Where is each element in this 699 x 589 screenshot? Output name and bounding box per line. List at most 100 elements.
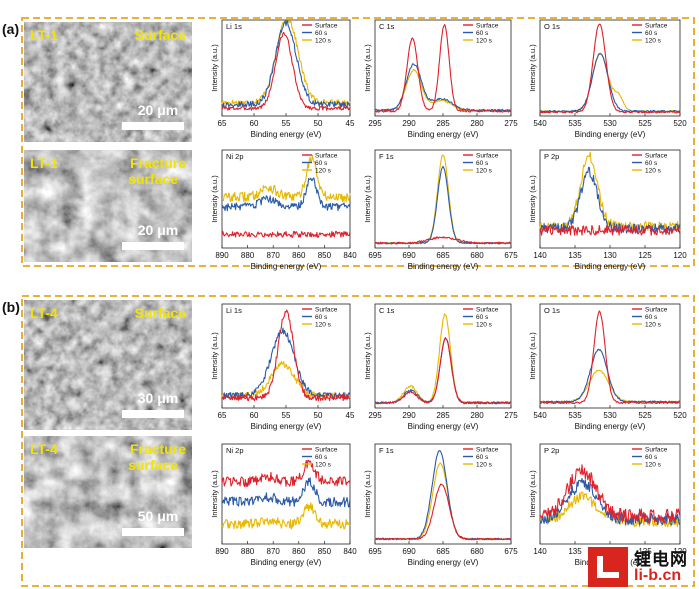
sem-image: LT-1 Fracture surface 20 μm (24, 150, 192, 262)
chart-title: Li 1s (226, 22, 242, 31)
x-tick-label: 850 (318, 547, 332, 556)
panel-frame-b (21, 295, 695, 587)
watermark-cn: 锂电网 (634, 550, 688, 569)
panel-label: (a) (2, 21, 19, 37)
series-line-60s (539, 348, 681, 404)
x-tick-label: 285 (436, 119, 450, 128)
x-tick-label: 680 (470, 547, 484, 556)
legend-label: Surface (315, 307, 338, 314)
plot-frame (221, 303, 351, 409)
x-tick-label: 520 (673, 411, 687, 420)
legend-label: 60 s (315, 160, 328, 167)
legend-label: 60 s (476, 30, 489, 37)
x-tick-label: 540 (533, 411, 547, 420)
legend-label: Surface (645, 307, 668, 314)
plot-frame (374, 149, 512, 249)
x-tick-label: 45 (346, 411, 355, 420)
scale-bar (122, 122, 184, 130)
legend-label: 60 s (476, 314, 489, 321)
chart-a-0-1: C 1s 295 290 285 280 275 Binding energy (eV) In… (363, 19, 518, 139)
plot-frame (539, 443, 681, 545)
legend-label: 60 s (476, 160, 489, 167)
x-tick-label: 695 (368, 547, 382, 556)
legend-label: 120 s (315, 322, 332, 329)
y-axis-label: Intensity (a.u.) (210, 332, 219, 380)
scale-bar (122, 242, 184, 250)
legend-label: 120 s (476, 462, 493, 469)
sem-sample-label: LT-4 (30, 305, 58, 321)
legend-label: 120 s (645, 322, 662, 329)
x-tick-label: 285 (436, 411, 450, 420)
sem-sample-label: LT-1 (30, 155, 58, 171)
series-line-surface (539, 310, 681, 405)
plot-frame (374, 19, 512, 117)
chart-title: F 1s (379, 446, 394, 455)
sem-image: LT-1 Surface 20 μm (24, 22, 192, 142)
chart-a-1-0: Ni 2p 890 880 870 860 850 840 Binding energy (e… (210, 149, 357, 271)
x-tick-label: 50 (314, 119, 323, 128)
x-tick-label: 60 (250, 119, 259, 128)
series-line-120s (221, 360, 351, 400)
x-tick-label: 135 (568, 251, 582, 260)
legend-label: Surface (645, 447, 668, 454)
series-line-surface (539, 464, 681, 524)
x-tick-label: 525 (638, 119, 652, 128)
plot-frame (539, 19, 681, 117)
series-line-60s (539, 53, 681, 113)
legend-label: 60 s (476, 454, 489, 461)
x-tick-label: 870 (267, 251, 281, 260)
y-axis-label: Intensity (a.u.) (363, 332, 372, 380)
x-tick-label: 880 (241, 251, 255, 260)
chart-title: O 1s (544, 22, 560, 31)
series-line-surface (539, 23, 681, 114)
chart-b-0-1: C 1s 295 290 285 280 275 Binding energy (eV) In… (363, 303, 518, 431)
x-tick-label: 880 (241, 547, 255, 556)
sem-type-label: Surface (135, 305, 187, 321)
series-line-surface (221, 459, 351, 488)
chart-title: O 1s (544, 306, 560, 315)
x-tick-label: 290 (402, 411, 416, 420)
x-tick-label: 520 (673, 119, 687, 128)
x-tick-label: 685 (436, 251, 450, 260)
chart-b-1-1: F 1s 695 690 685 680 675 Binding energy (eV) In… (363, 443, 518, 567)
legend-label: 60 s (645, 454, 658, 461)
legend-label: Surface (476, 23, 499, 30)
x-tick-label: 65 (218, 411, 227, 420)
scale-bar-label: 20 μm (138, 222, 178, 238)
series-line-surface (374, 483, 512, 541)
sem-type-label: Fracture surface (128, 441, 186, 473)
x-tick-label: 290 (402, 119, 416, 128)
watermark: 锂电网 li-b.cn (588, 545, 699, 589)
x-tick-label: 690 (402, 547, 416, 556)
x-tick-label: 535 (568, 411, 582, 420)
watermark-en: li-b.cn (634, 567, 682, 584)
legend-label: Surface (645, 23, 668, 30)
x-tick-label: 60 (250, 411, 259, 420)
legend-label: 60 s (315, 314, 328, 321)
legend-label: Surface (476, 307, 499, 314)
x-tick-label: 130 (603, 251, 617, 260)
chart-title: Li 1s (226, 306, 242, 315)
x-axis-label: Binding energy (eV) (251, 130, 322, 139)
x-tick-label: 55 (282, 411, 291, 420)
scale-bar (122, 410, 184, 418)
x-axis-label: Binding energy (eV) (251, 422, 322, 431)
x-tick-label: 530 (603, 119, 617, 128)
y-axis-label: Intensity (a.u.) (363, 44, 372, 92)
chart-a-0-2: O 1s 540 535 530 525 520 Binding energy (eV) In… (528, 19, 687, 139)
y-axis-label: Intensity (a.u.) (363, 470, 372, 518)
y-axis-label: Intensity (a.u.) (528, 44, 537, 92)
series-line-60s (221, 477, 351, 508)
chart-a-1-2: P 2p 140 135 130 125 120 Binding energy (eV) In… (528, 149, 687, 271)
legend-label: 60 s (315, 30, 328, 37)
y-axis-label: Intensity (a.u.) (363, 175, 372, 223)
x-tick-label: 680 (470, 251, 484, 260)
series-line-surface (221, 309, 351, 402)
x-axis-label: Binding energy (eV) (575, 262, 646, 271)
x-tick-label: 125 (638, 547, 652, 556)
x-tick-label: 135 (568, 547, 582, 556)
series-line-surface (221, 230, 351, 238)
legend-label: 60 s (645, 30, 658, 37)
x-tick-label: 860 (292, 251, 306, 260)
